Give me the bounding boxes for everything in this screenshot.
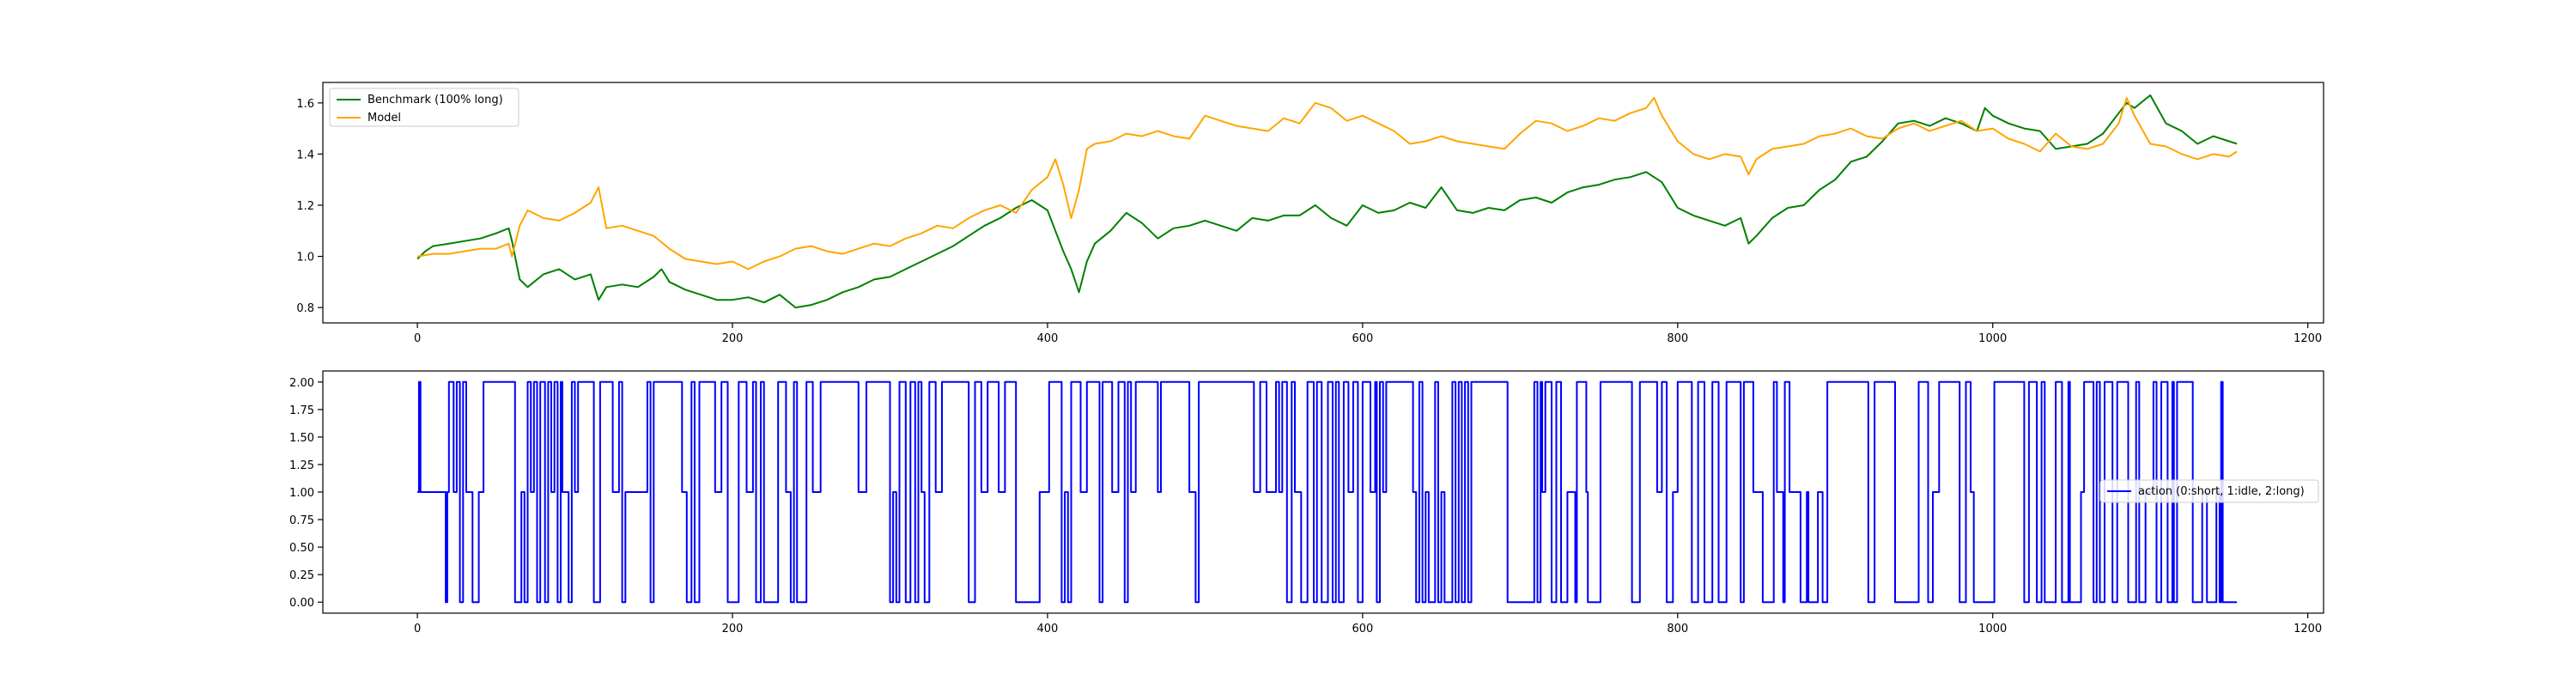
top-xtick-label: 800 xyxy=(1667,332,1688,345)
top-legend-box xyxy=(329,88,519,127)
top-ytick-label: 1.4 xyxy=(296,149,314,161)
bottom-legend: action (0:short, 1:idle, 2:long) xyxy=(2099,479,2319,503)
bottom-ytick-label: 1.00 xyxy=(289,487,314,500)
top-xtick-label: 1000 xyxy=(1978,332,2007,345)
top-legend: Benchmark (100% long) Model xyxy=(329,88,519,127)
bottom-ytick-label: 2.00 xyxy=(289,377,314,390)
top-chart: 0 200 400 600 800 1000 1200 0.8 1.0 1.2 1.4 1.6 Benc… xyxy=(296,82,2324,345)
bottom-ytick-label: 1.25 xyxy=(289,459,314,472)
bottom-xtick-label: 800 xyxy=(1667,623,1688,635)
bottom-xtick-label: 400 xyxy=(1037,623,1059,635)
top-xtick-label: 0 xyxy=(414,332,421,345)
top-series-line-0 xyxy=(416,94,2238,309)
bottom-ytick-label: 1.75 xyxy=(289,404,314,417)
top-ytick-label: 1.2 xyxy=(296,200,314,213)
bottom-xtick-label: 1000 xyxy=(1978,623,2007,635)
top-xtick-label: 400 xyxy=(1037,332,1059,345)
top-legend-label: Benchmark (100% long) xyxy=(368,94,503,106)
top-axes-frame xyxy=(322,82,2324,324)
bottom-xtick-label: 200 xyxy=(722,623,744,635)
bottom-legend-label: action (0:short, 1:idle, 2:long) xyxy=(2138,485,2305,498)
bottom-ytick-label: 1.50 xyxy=(289,432,314,445)
bottom-ytick-label: 0.00 xyxy=(289,597,314,610)
bottom-ytick-label: 0.50 xyxy=(289,542,314,555)
bottom-xtick-label: 600 xyxy=(1352,623,1373,635)
top-ytick-label: 0.8 xyxy=(296,302,314,315)
top-xtick-label: 200 xyxy=(722,332,744,345)
bottom-ytick-label: 0.75 xyxy=(289,514,314,527)
bottom-series-line-0 xyxy=(417,380,2238,604)
bottom-xtick-label: 0 xyxy=(414,623,421,635)
top-xtick-label: 600 xyxy=(1352,332,1373,345)
bottom-legend-box xyxy=(2099,479,2319,503)
bottom-ytick-label: 0.25 xyxy=(289,569,314,582)
top-ytick-label: 1.6 xyxy=(296,98,314,111)
top-ytick-label: 1.0 xyxy=(296,252,314,264)
bottom-xtick-label: 1200 xyxy=(2293,623,2322,635)
top-legend-label: Model xyxy=(368,112,401,125)
bottom-chart: 0 200 400 600 800 1000 1200 0.00 0.25 0.50 0.75 1.0… xyxy=(289,370,2324,635)
top-xtick-label: 1200 xyxy=(2293,332,2322,345)
top-series-line-1 xyxy=(416,96,2238,271)
